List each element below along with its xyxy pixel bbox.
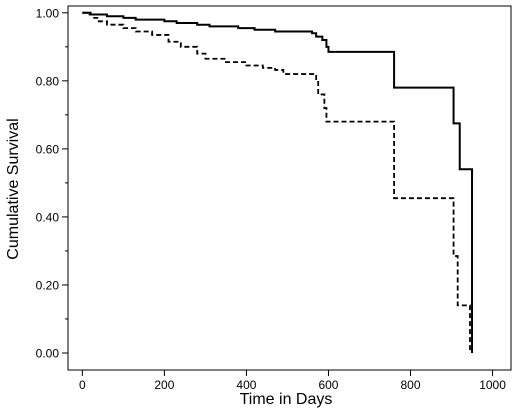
y-tick-label: 0.20 [36, 278, 60, 292]
x-tick-label: 1000 [479, 378, 506, 392]
plot-frame [67, 5, 512, 371]
series-layer [82, 11, 474, 353]
survival-series-dashed [82, 11, 471, 353]
x-tick-label: 800 [400, 378, 420, 392]
survival-series-solid [82, 11, 474, 353]
y-tick-label: 0.00 [36, 346, 60, 360]
x-axis-label: Time in Days [240, 391, 333, 408]
y-tick-label: 0.40 [36, 210, 60, 224]
y-tick-label: 0.80 [36, 74, 60, 88]
x-tick-label: 400 [236, 378, 256, 392]
x-tick-label: 600 [318, 378, 338, 392]
axes-layer: 0.00 0.20 0.40 0.60 0.80 1.00 0 200 400 600 800 100… [36, 5, 512, 392]
x-tick-label: 0 [79, 378, 86, 392]
y-tick-label: 0.60 [36, 142, 60, 156]
y-tick-label: 1.00 [36, 6, 60, 20]
y-axis-label: Cumulative Survival [5, 118, 22, 259]
x-tick-label: 200 [154, 378, 174, 392]
